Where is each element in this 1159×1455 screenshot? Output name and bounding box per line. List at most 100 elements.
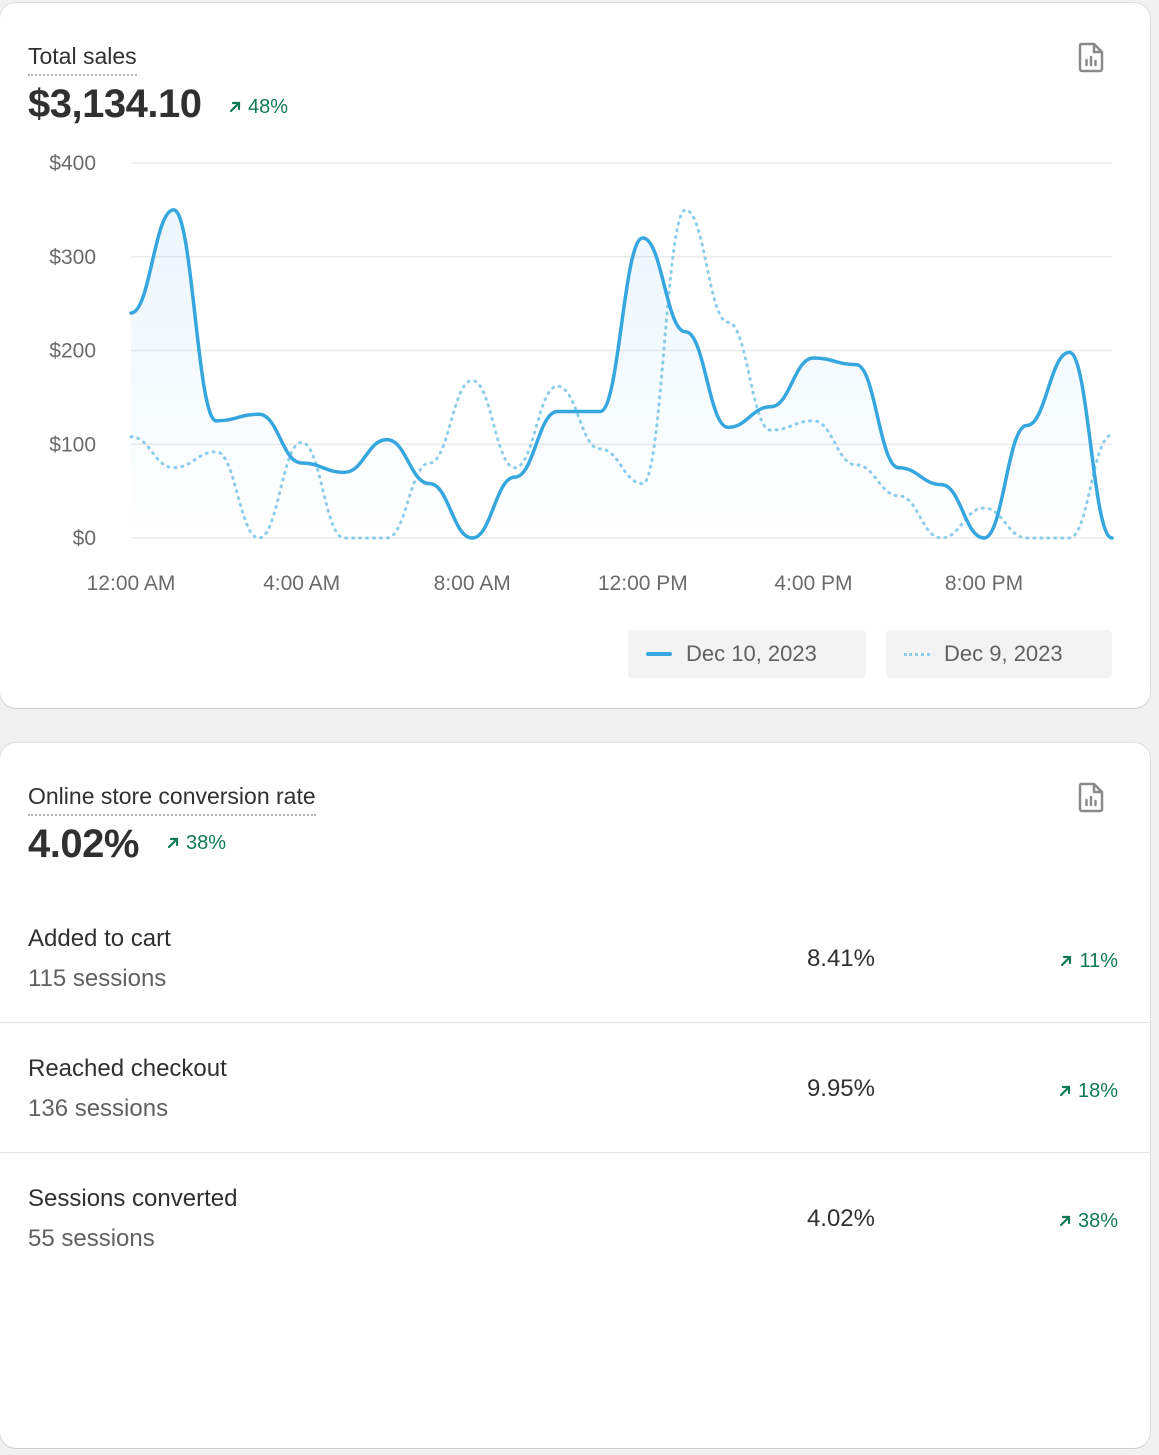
y-tick-label: $300 (49, 246, 96, 269)
data-point-current (852, 361, 860, 369)
data-point-previous (212, 448, 220, 456)
legend-previous-swatch (904, 652, 930, 656)
row-label: Reached checkout (28, 1055, 227, 1082)
data-point-current (1108, 534, 1116, 542)
total-sales-delta-value: 48% (248, 96, 289, 118)
legend-previous[interactable]: Dec 9, 2023 (886, 630, 1112, 678)
data-point-current (426, 480, 434, 488)
arrow-up-right-icon (1059, 1215, 1071, 1227)
y-tick-label: $0 (73, 527, 96, 550)
data-point-previous (596, 445, 604, 453)
funnel-row-added-to-cart: Added to cart 115 sessions 8.41% 11% (0, 893, 1150, 1023)
data-point-current (724, 423, 732, 431)
data-point-current (298, 459, 306, 467)
data-point-current (895, 464, 903, 472)
data-point-current (809, 354, 817, 362)
row-sessions: 115 sessions (28, 965, 167, 992)
legend-current-label: Dec 10, 2023 (686, 641, 817, 666)
conversion-rate-title[interactable]: Online store conversion rate (28, 783, 316, 816)
row-delta: 38% (1058, 1209, 1118, 1233)
report-icon[interactable] (1076, 41, 1106, 73)
series-line-current (129, 208, 1114, 540)
x-tick-label: 8:00 PM (945, 572, 1023, 595)
row-sessions: 55 sessions (28, 1225, 155, 1252)
conversion-rate-delta: 38% (166, 831, 226, 855)
arrow-up-right-icon (1061, 955, 1072, 967)
row-delta-value: 11% (1079, 950, 1118, 972)
total-sales-delta: 48% (228, 95, 288, 119)
data-point-current (468, 534, 476, 542)
data-point-current (1023, 422, 1031, 430)
data-point-previous (1108, 431, 1116, 439)
data-point-previous (937, 534, 945, 542)
data-point-previous (383, 534, 391, 542)
row-label: Added to cart (28, 925, 171, 952)
data-point-previous (511, 464, 519, 472)
data-point-current (980, 534, 988, 542)
data-point-previous (895, 492, 903, 500)
sales-line-chart: $0 $100 $200 $300 $400 12:00 AM 4:00 AM 8:00 A… (49, 152, 1116, 595)
data-point-current (596, 407, 604, 415)
report-icon[interactable] (1076, 781, 1106, 813)
arrow-up-right-icon (229, 101, 241, 113)
data-point-current (639, 234, 647, 242)
x-tick-label: 8:00 AM (434, 572, 511, 595)
legend-current-swatch (646, 652, 672, 656)
row-rate: 9.95% (806, 1075, 875, 1102)
data-point-previous (809, 417, 817, 425)
row-delta-value: 18% (1077, 1080, 1118, 1102)
conversion-rate-value: 4.02% (28, 822, 139, 866)
data-point-previous (255, 534, 263, 542)
data-point-current (170, 206, 178, 214)
arrow-up-right-icon (167, 837, 179, 849)
data-point-previous (554, 382, 562, 390)
row-delta: 11% (1059, 949, 1118, 973)
data-point-previous (639, 480, 647, 488)
data-point-current (255, 410, 263, 418)
x-tick-label: 4:00 PM (774, 572, 852, 595)
data-point-current (937, 481, 945, 489)
row-label: Sessions converted (28, 1185, 238, 1212)
legend-previous-label: Dec 9, 2023 (944, 641, 1063, 666)
data-point-current (681, 328, 689, 336)
total-sales-value: $3,134.10 (28, 82, 202, 126)
data-point-previous (1023, 534, 1031, 542)
data-point-previous (681, 206, 689, 214)
data-point-current (767, 403, 775, 411)
data-point-current (383, 436, 391, 444)
funnel-row-reached-checkout: Reached checkout 136 sessions 9.95% 18% (0, 1023, 1150, 1153)
total-sales-card: Total sales $3,134.10 48% $0 $100 $200 $300… (0, 3, 1150, 708)
arrow-up-right-icon (1059, 1085, 1071, 1097)
data-point-current (1065, 348, 1073, 356)
legend-current[interactable]: Dec 10, 2023 (628, 630, 866, 678)
data-point-previous (767, 426, 775, 434)
x-tick-label: 12:00 PM (598, 572, 688, 595)
row-divider (0, 1152, 1150, 1153)
data-point-previous (980, 504, 988, 512)
data-point-current (511, 473, 519, 481)
data-point-current (212, 417, 220, 425)
y-tick-label: $200 (49, 340, 96, 363)
conversion-rate-card: Online store conversion rate 4.02% 38% A… (0, 743, 1150, 1448)
row-rate: 4.02% (806, 1205, 875, 1232)
y-tick-label: $400 (49, 152, 96, 175)
row-delta: 18% (1058, 1079, 1118, 1103)
total-sales-title[interactable]: Total sales (28, 43, 137, 76)
x-tick-label: 4:00 AM (263, 572, 340, 595)
row-divider (0, 1022, 1150, 1023)
row-sessions: 136 sessions (28, 1095, 169, 1122)
data-point-current (340, 468, 348, 476)
x-tick-label: 12:00 AM (87, 572, 176, 595)
data-point-current (127, 309, 135, 317)
data-point-previous (468, 377, 476, 385)
conversion-rate-delta-value: 38% (186, 832, 227, 854)
data-point-previous (1065, 534, 1073, 542)
data-point-previous (426, 459, 434, 467)
row-rate: 8.41% (806, 945, 875, 972)
data-point-current (554, 407, 562, 415)
data-point-previous (340, 534, 348, 542)
data-point-previous (724, 318, 732, 326)
data-point-previous (298, 438, 306, 446)
row-delta-value: 38% (1077, 1210, 1118, 1232)
y-tick-label: $100 (49, 433, 96, 456)
